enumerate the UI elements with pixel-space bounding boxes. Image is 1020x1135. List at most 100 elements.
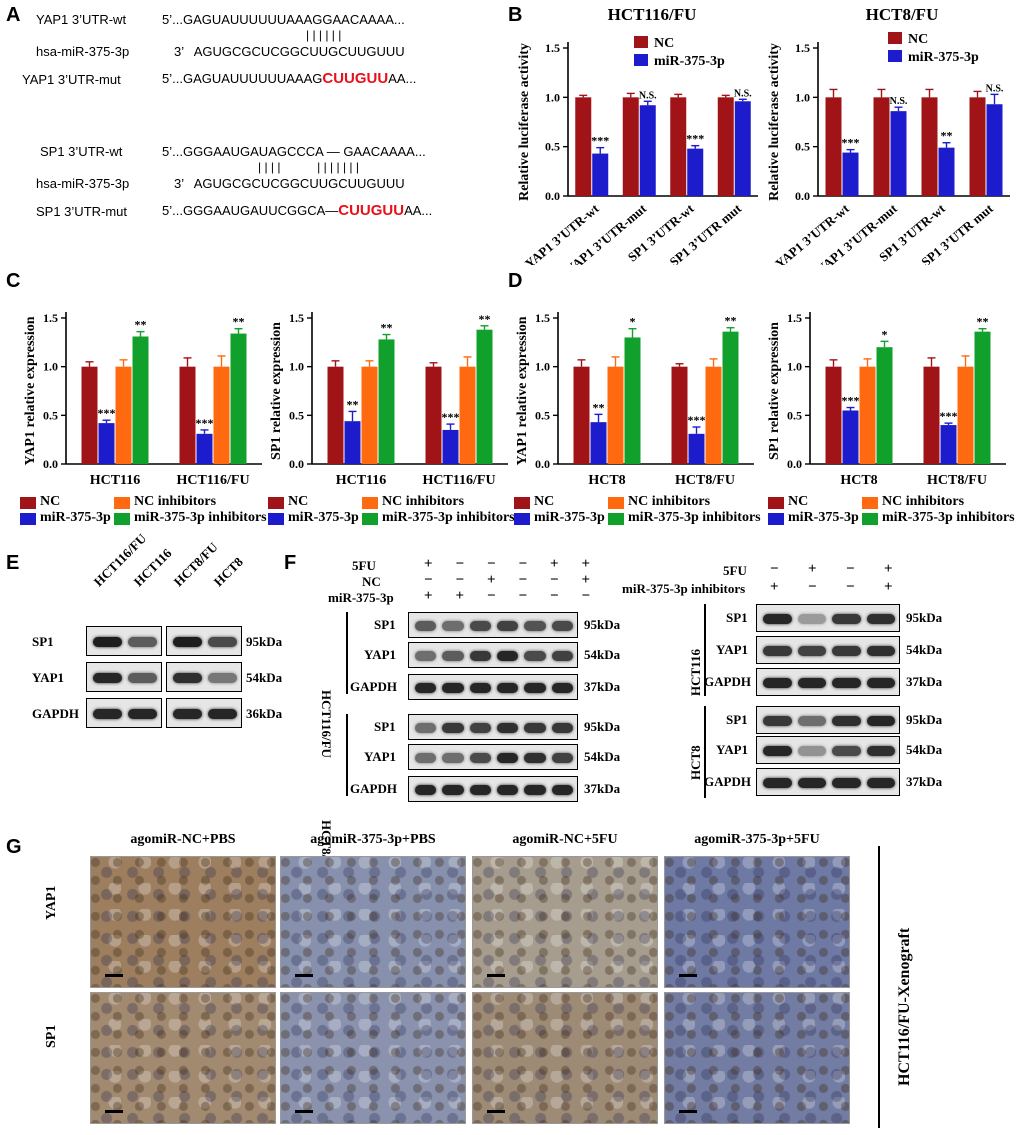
- treatment-mark: −: [455, 556, 465, 572]
- blot-band: [415, 683, 437, 693]
- seq-mut: 5’...GGGAAUGAUUCGGCA—CUUGUUAA...: [162, 202, 432, 219]
- treatment-mark: −: [808, 579, 817, 595]
- significance-label: **: [479, 312, 491, 326]
- blot-band: [832, 778, 861, 788]
- ihc-column-header: agomiR-NC+PBS: [130, 832, 236, 847]
- legend-label: NC inhibitors: [134, 494, 217, 509]
- significance-label: *: [630, 315, 636, 329]
- bar: [607, 366, 624, 464]
- legend-swatch: [114, 513, 130, 525]
- significance-label: N.S.: [639, 90, 657, 101]
- seq-text: 5’...GGGAAUGAUAGCCCA — GAACAAAA...: [162, 144, 426, 159]
- blot-band: [866, 778, 895, 788]
- panel-letter-g: G: [6, 836, 22, 858]
- panel-letter-d: D: [508, 270, 523, 292]
- seq-text: 3’ AGUGCGCUCGGCUUGCUUGUUU: [174, 176, 405, 191]
- legend-swatch: [268, 497, 284, 509]
- ihc-image: [472, 992, 658, 1124]
- legend-label: miR-375-3p: [908, 50, 979, 65]
- blot-band: [797, 716, 826, 726]
- blot-band: [797, 746, 826, 756]
- blot-band: [497, 683, 519, 693]
- treatment-mark: −: [518, 572, 528, 588]
- legend-swatch: [862, 513, 878, 525]
- blot-band: [797, 614, 826, 624]
- legend-swatch: [608, 497, 624, 509]
- blot-band: [832, 746, 861, 756]
- seq-mutated: CUUGUU: [338, 202, 405, 219]
- significance-label: ***: [686, 132, 704, 146]
- y-tick-label: 1.0: [545, 90, 560, 104]
- blot-band: [442, 651, 464, 661]
- blot-band: [469, 621, 491, 631]
- blot-band: [208, 709, 237, 719]
- legend-swatch: [888, 32, 902, 44]
- blot-band: [866, 646, 895, 656]
- blot-strip: [756, 706, 900, 734]
- y-axis-label: SP1 relative expression: [767, 322, 782, 460]
- blot-band: [551, 683, 573, 693]
- y-tick-label: 1.0: [535, 360, 550, 374]
- bar: [825, 97, 842, 196]
- treatment-mark: −: [846, 579, 855, 595]
- bar: [639, 105, 656, 196]
- blot-row-label: GAPDH: [704, 674, 751, 689]
- legend-swatch: [608, 513, 624, 525]
- blot-band: [797, 646, 826, 656]
- y-axis-label: Relative luciferase activity: [517, 43, 532, 201]
- kda-label: 95kDa: [906, 610, 943, 625]
- treatment-mark: +: [550, 556, 559, 572]
- blot-band: [866, 716, 895, 726]
- bar: [132, 336, 149, 464]
- blot-strip: [166, 698, 242, 728]
- treatment-mark: +: [487, 572, 496, 588]
- blot-row-label: YAP1: [364, 749, 397, 764]
- blot-band: [415, 753, 437, 763]
- treatment-mark: +: [455, 588, 465, 604]
- treatment-mark: −: [518, 556, 528, 572]
- blot-strip: [408, 744, 578, 770]
- blot-band: [551, 651, 573, 661]
- blot-band: [128, 709, 157, 719]
- bar: [722, 331, 739, 464]
- blot-band: [524, 683, 546, 693]
- blot-band: [497, 651, 519, 661]
- bar: [890, 111, 907, 196]
- bar: [688, 433, 705, 464]
- blot-row-label: YAP1: [716, 742, 749, 757]
- blot-band: [551, 753, 573, 763]
- blot-band: [763, 746, 792, 756]
- blot-strip: [408, 674, 578, 700]
- group-bracket: [704, 706, 706, 798]
- scale-bar: [105, 974, 123, 977]
- legend-swatch: [268, 513, 284, 525]
- panel-letter-b: B: [508, 4, 523, 26]
- scale-bar: [487, 1110, 505, 1113]
- ihc-column-header: agomiR-NC+5FU: [512, 832, 618, 847]
- kda-label: 95kDa: [584, 719, 621, 734]
- panel-letter-a: A: [6, 4, 21, 26]
- bar: [327, 366, 344, 464]
- legend-swatch: [20, 497, 36, 509]
- treatment-mark: −: [487, 588, 496, 604]
- blot-strip: [756, 736, 900, 764]
- y-axis-label: Relative luciferase activity: [767, 43, 782, 201]
- bar: [590, 422, 607, 464]
- significance-label: ***: [98, 406, 116, 420]
- treatment-mark: −: [518, 588, 528, 604]
- bar: [179, 366, 196, 464]
- y-tick-label: 0.5: [787, 408, 802, 422]
- kda-label: 54kDa: [246, 670, 283, 685]
- legend-swatch: [514, 513, 530, 525]
- scale-bar: [295, 1110, 313, 1113]
- treatment-mark: +: [424, 556, 433, 572]
- scale-bar: [679, 974, 697, 977]
- chart-luciferase-hct8fu: 0.0 0.5 1.0 1.5 Relative luciferase activity…: [767, 5, 1010, 265]
- blot-band: [173, 673, 202, 683]
- y-tick-label: 0.5: [795, 140, 810, 154]
- blot-band: [832, 678, 861, 688]
- y-axis-label: YAP1 relative expression: [515, 316, 530, 465]
- group-bracket: [346, 612, 348, 694]
- blot-row-label: GAPDH: [32, 706, 79, 721]
- blot-band: [832, 646, 861, 656]
